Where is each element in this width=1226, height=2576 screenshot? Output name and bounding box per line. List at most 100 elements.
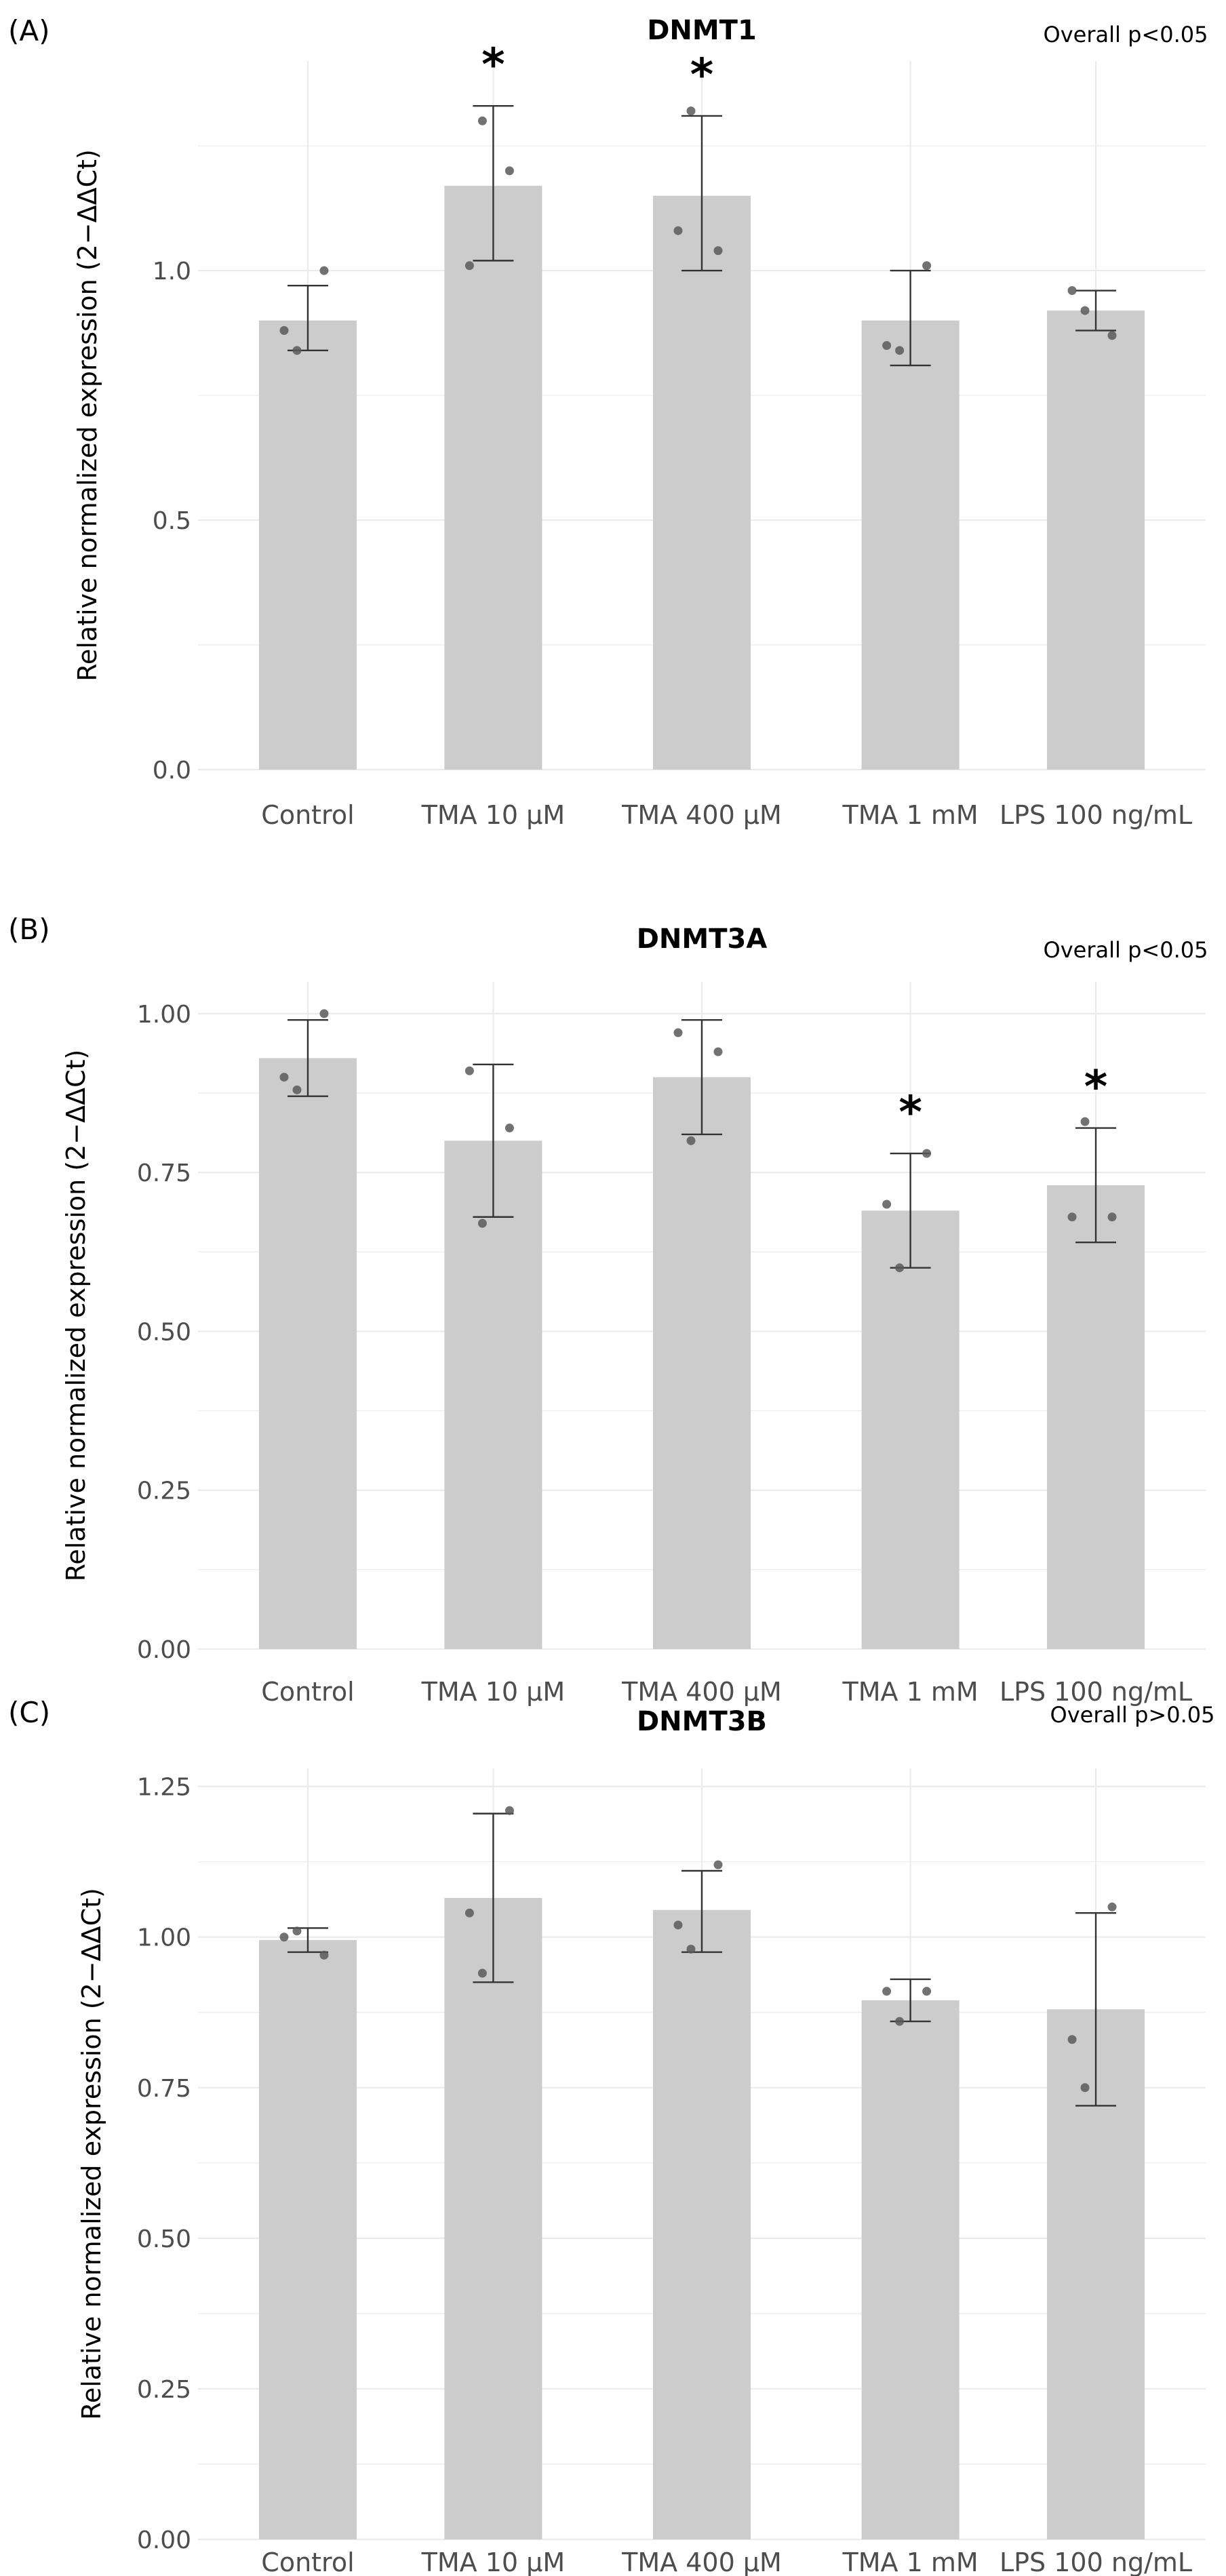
error-bars — [287, 105, 1117, 367]
error-bars — [287, 1019, 1117, 1269]
data-point — [922, 1149, 932, 1158]
bar-3 — [861, 1210, 960, 1649]
data-point — [464, 1908, 474, 1918]
error-bar-4 — [1075, 1911, 1117, 2107]
x-tick-label: Control — [261, 2548, 354, 2576]
x-tick-label: TMA 10 µM — [421, 1677, 565, 1707]
chart-title: DNMT1 — [647, 15, 757, 46]
x-tick-label: TMA 1 mM — [842, 800, 978, 830]
data-points — [279, 1009, 1117, 1273]
bar-3 — [861, 320, 960, 770]
data-point — [882, 340, 892, 350]
data-point — [673, 1920, 683, 1930]
overall-p-annotation: Overall p<0.05 — [1044, 937, 1208, 963]
data-point — [895, 1263, 905, 1273]
data-point — [686, 106, 696, 116]
data-point — [505, 1124, 514, 1133]
data-point — [895, 2017, 905, 2026]
y-tick-label: 0.00 — [137, 1636, 191, 1664]
y-tick-label: 0.00 — [137, 2527, 191, 2554]
data-point — [895, 346, 905, 355]
x-tick-label: Control — [261, 800, 354, 830]
bars — [258, 1897, 1145, 2539]
data-point — [922, 1987, 932, 1996]
bars — [258, 185, 1145, 770]
data-point — [686, 1944, 696, 1954]
error-bar-0 — [287, 1019, 328, 1097]
y-tick-label: 1.00 — [137, 1001, 191, 1029]
bar-4 — [1047, 310, 1145, 770]
y-tick-label: 0.50 — [137, 1318, 191, 1346]
panel-b-dnmt3a: * * 0.00 0.25 0.50 0.75 1.00 Control TMA 10 µM TM… — [8, 913, 1208, 1707]
x-tick-label: Control — [261, 1677, 354, 1707]
data-point — [1067, 1212, 1077, 1222]
data-point — [279, 1073, 289, 1082]
significance-star: * — [898, 1086, 922, 1138]
overall-p-annotation: Overall p<0.05 — [1044, 22, 1208, 47]
data-point — [292, 1085, 302, 1094]
data-point — [1107, 1902, 1117, 1911]
panel-label: (B) — [8, 913, 50, 946]
data-points — [279, 1806, 1117, 2093]
y-tick-label: 1.00 — [137, 1924, 191, 1952]
y-axis-label: Relative normalized expression (2−ΔΔCt) — [77, 1888, 106, 2420]
bar-4 — [1047, 1185, 1145, 1649]
significance-star: * — [690, 49, 714, 101]
data-point — [713, 1047, 723, 1056]
error-bar-4 — [1075, 290, 1117, 332]
error-bars — [287, 1812, 1117, 2107]
data-point — [673, 1028, 683, 1037]
error-bar-1 — [473, 105, 514, 262]
panel-label: (A) — [8, 14, 50, 47]
data-point — [292, 346, 302, 355]
bars — [258, 1058, 1145, 1649]
x-tick-label: TMA 10 µM — [421, 800, 565, 830]
data-points — [279, 106, 1117, 355]
data-point — [505, 166, 514, 176]
data-point — [319, 1950, 329, 1960]
significance-star: * — [481, 39, 505, 91]
x-tick-label: TMA 400 µM — [621, 800, 782, 830]
data-point — [292, 1926, 302, 1936]
x-tick-label: TMA 1 mM — [842, 2548, 978, 2576]
y-tick-label: 0.5 — [153, 507, 191, 535]
data-point — [464, 1066, 474, 1075]
chart-title: DNMT3A — [637, 924, 768, 955]
y-tick-label: 0.0 — [153, 757, 191, 785]
significance-star: * — [1084, 1061, 1108, 1113]
data-point — [1080, 1117, 1090, 1126]
overall-p-annotation: Overall p>0.05 — [1050, 1702, 1215, 1728]
bar-0 — [258, 1058, 357, 1649]
data-point — [882, 1987, 892, 1996]
data-point — [477, 116, 487, 125]
data-point — [1067, 2035, 1077, 2044]
bar-1 — [444, 185, 542, 770]
x-tick-label: LPS 100 ng/mL — [1000, 800, 1192, 830]
y-tick-label: 1.0 — [153, 258, 191, 285]
bar-2 — [653, 1909, 751, 2539]
error-bar-2 — [681, 1019, 722, 1136]
panel-c-dnmt3b: 0.00 0.25 0.50 0.75 1.00 1.25 Control TMA 10 µM… — [8, 1696, 1214, 2576]
data-point — [673, 226, 683, 235]
data-point — [279, 325, 289, 335]
y-tick-label: 0.25 — [137, 2376, 191, 2404]
x-tick-label: TMA 400 µM — [621, 1677, 782, 1707]
x-tick-label: TMA 1 mM — [842, 1677, 978, 1707]
x-tick-label: LPS 100 ng/mL — [1000, 1677, 1192, 1707]
panel-a-dnmt1: * * 0.0 0.5 1.0 Control TMA 10 µM TMA 400 µM TMA… — [8, 14, 1208, 830]
data-point — [713, 246, 723, 256]
data-point — [1067, 286, 1077, 296]
bar-0 — [258, 1940, 357, 2539]
data-point — [477, 1218, 487, 1228]
y-tick-label: 0.50 — [137, 2225, 191, 2253]
bar-1 — [444, 1897, 542, 2539]
data-point — [319, 266, 329, 275]
data-point — [882, 1200, 892, 1209]
y-tick-label: 0.25 — [137, 1478, 191, 1505]
bar-0 — [258, 320, 357, 770]
bar-2 — [653, 195, 751, 770]
data-point — [686, 1136, 696, 1145]
chart-title: DNMT3B — [637, 1706, 767, 1737]
data-point — [505, 1806, 514, 1815]
y-tick-label: 0.75 — [137, 1160, 191, 1187]
